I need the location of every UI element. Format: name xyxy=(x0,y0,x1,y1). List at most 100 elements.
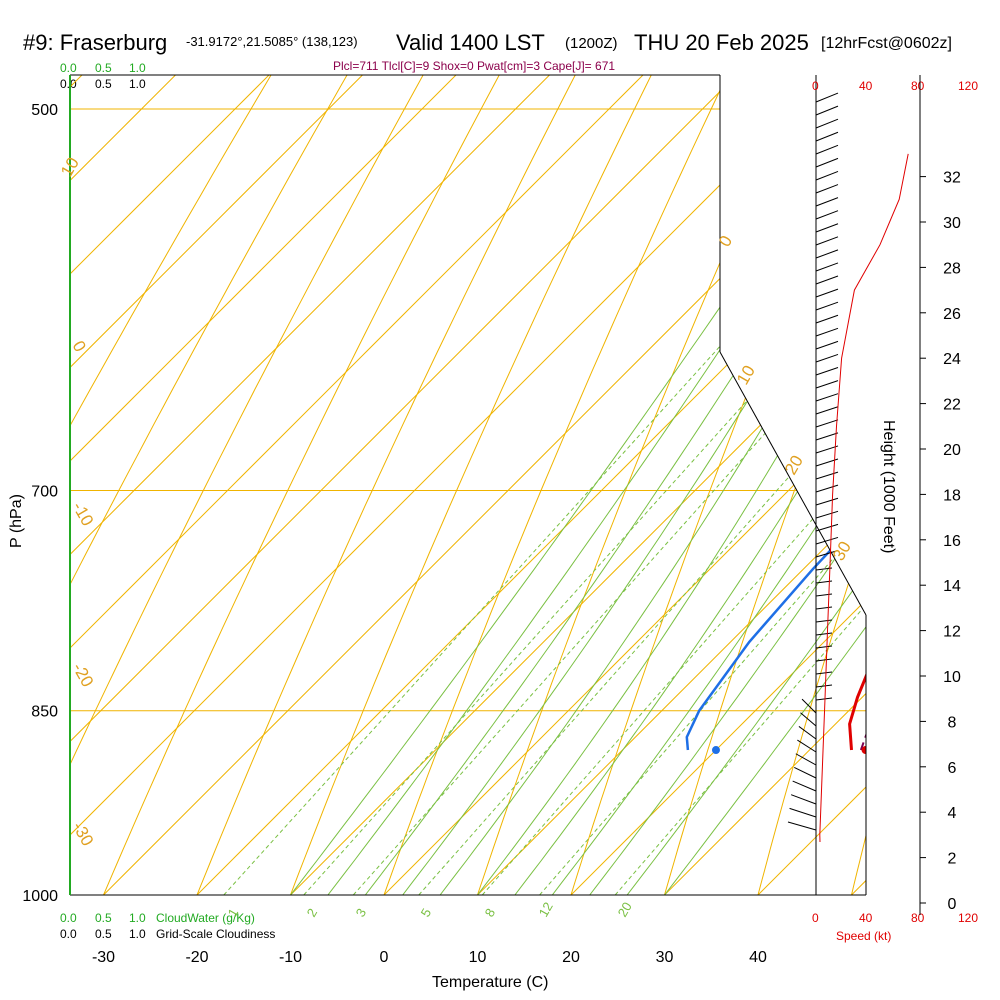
dry-adiabat-label: 20 xyxy=(781,452,807,478)
height-tick-label: 30 xyxy=(943,215,961,232)
height-tick-label: 2 xyxy=(948,851,957,868)
wind-barb xyxy=(815,471,839,480)
wind-barb xyxy=(815,671,833,675)
temperature-tick-label: -10 xyxy=(279,949,302,966)
speed-label: Speed (kt) xyxy=(836,929,891,943)
cloud-black-tick: 1.0 xyxy=(129,77,146,91)
dry-adiabat-line xyxy=(70,75,837,895)
wind-barb xyxy=(815,406,839,415)
wind-barb xyxy=(815,567,833,571)
speed-scale: 0 40 80 120 0 40 80 120 Speed (kt) xyxy=(812,79,978,943)
wind-barb xyxy=(815,645,833,649)
wind-barb xyxy=(792,780,817,792)
isotherm-line xyxy=(70,75,866,895)
moist-adiabat-line xyxy=(621,75,866,895)
cloud-green-tick: 1.0 xyxy=(129,911,146,925)
moist-adiabat-line xyxy=(471,75,866,895)
wind-barb xyxy=(815,314,839,324)
isotherm-line xyxy=(196,75,866,895)
wind-barb xyxy=(815,118,839,129)
wind-barb xyxy=(815,184,839,194)
dry-adiabat-label: 30 xyxy=(829,538,855,564)
isotherm-line xyxy=(70,75,866,895)
pressure-axis-label: P (hPa) xyxy=(8,494,25,548)
height-tick-label: 16 xyxy=(943,533,961,550)
cloud-black-tick: 0.0 xyxy=(60,927,77,941)
height-tick-label: 18 xyxy=(943,487,961,504)
pressure-tick-label: 1000 xyxy=(22,888,58,905)
parcel-trace xyxy=(859,75,866,751)
cloudwater-label: CloudWater (g/Kg) xyxy=(156,911,255,925)
height-tick-label: 20 xyxy=(943,442,961,459)
temperature-tick-label: 20 xyxy=(562,949,580,966)
isotherm-line xyxy=(570,75,866,895)
mixing-ratio-label: 8 xyxy=(482,906,499,920)
mixing-ratio-line xyxy=(418,315,866,895)
dry-adiabat-label: 10 xyxy=(57,154,83,180)
height-tick-label: 22 xyxy=(943,397,961,414)
moist-adiabat-line xyxy=(546,75,866,895)
wind-barb xyxy=(815,327,839,337)
wind-barb xyxy=(815,393,839,402)
forecast-cycle: [12hrFcst@0602z] xyxy=(821,35,952,52)
wind-barb xyxy=(815,223,839,233)
cloud-scale-bottom: 0.0 0.5 1.0 CloudWater (g/Kg) 0.0 0.5 1.… xyxy=(60,911,275,941)
mixing-ratio-label: 2 xyxy=(304,906,321,920)
speed-tick: 120 xyxy=(958,911,978,925)
dry-adiabat-line xyxy=(269,75,866,895)
speed-tick: 40 xyxy=(859,911,873,925)
dry-adiabat-label: -30 xyxy=(69,819,98,850)
pressure-ticks: 2503004005007008501000 xyxy=(22,102,58,905)
wind-barb xyxy=(789,807,817,818)
wind-barb xyxy=(815,536,839,545)
dry-adiabat-label: -10 xyxy=(69,499,98,530)
wind-barb xyxy=(815,484,839,493)
surface-dewpoint-dot xyxy=(711,746,720,755)
wind-barb xyxy=(815,144,839,155)
cloud-black-tick: 0.0 xyxy=(60,77,77,91)
moist-adiabat-line xyxy=(583,75,866,895)
isotherm-line xyxy=(103,75,866,895)
temperature-tick-label: 10 xyxy=(469,949,487,966)
wind-barb xyxy=(815,288,839,298)
cloud-green-tick: 1.0 xyxy=(129,61,146,75)
cloud-green-tick: 0.5 xyxy=(95,911,112,925)
temperature-tick-label: 0 xyxy=(380,949,389,966)
dry-adiabat-line xyxy=(70,75,866,895)
mixing-ratio-label: 20 xyxy=(615,899,635,919)
temperature-tick-label: -20 xyxy=(185,949,208,966)
wind-barb xyxy=(815,593,833,597)
thermo-grid xyxy=(70,75,866,895)
mixing-ratio-line xyxy=(303,315,824,895)
pressure-tick-label: 850 xyxy=(31,704,58,721)
wind-barb xyxy=(815,523,839,532)
wind-barb xyxy=(815,249,839,259)
cloud-green-tick: 0.5 xyxy=(95,61,112,75)
isotherm-line xyxy=(70,75,866,895)
wind-barb xyxy=(795,753,817,766)
height-tick-label: 6 xyxy=(948,760,957,777)
moist-adiabat-line xyxy=(433,75,866,895)
wind-barb xyxy=(800,712,817,727)
wind-barb xyxy=(815,275,839,285)
cloud-black-tick: 0.5 xyxy=(95,77,112,91)
cloudiness-label: Grid-Scale Cloudiness xyxy=(156,927,275,941)
moist-adiabat-line xyxy=(284,75,866,895)
temperature-ticks: -30 -20 -10 0 10 20 30 40 xyxy=(92,949,767,966)
height-tick-label: 28 xyxy=(943,260,961,277)
speed-tick: 120 xyxy=(958,79,978,93)
wind-barb xyxy=(815,105,839,116)
height-tick-label: 32 xyxy=(943,170,961,187)
wind-barb xyxy=(815,510,839,519)
wind-barb xyxy=(815,157,839,168)
isotherm-line xyxy=(70,75,741,895)
wind-barb xyxy=(801,698,817,714)
pressure-tick-label: 500 xyxy=(31,102,58,119)
wind-barb xyxy=(815,197,839,207)
dry-adiabat-line xyxy=(838,75,866,895)
temperature-axis-label: Temperature (C) xyxy=(432,974,548,991)
isotherm-line xyxy=(383,75,866,895)
isotherm-line xyxy=(477,75,866,895)
wind-barb xyxy=(815,92,839,103)
